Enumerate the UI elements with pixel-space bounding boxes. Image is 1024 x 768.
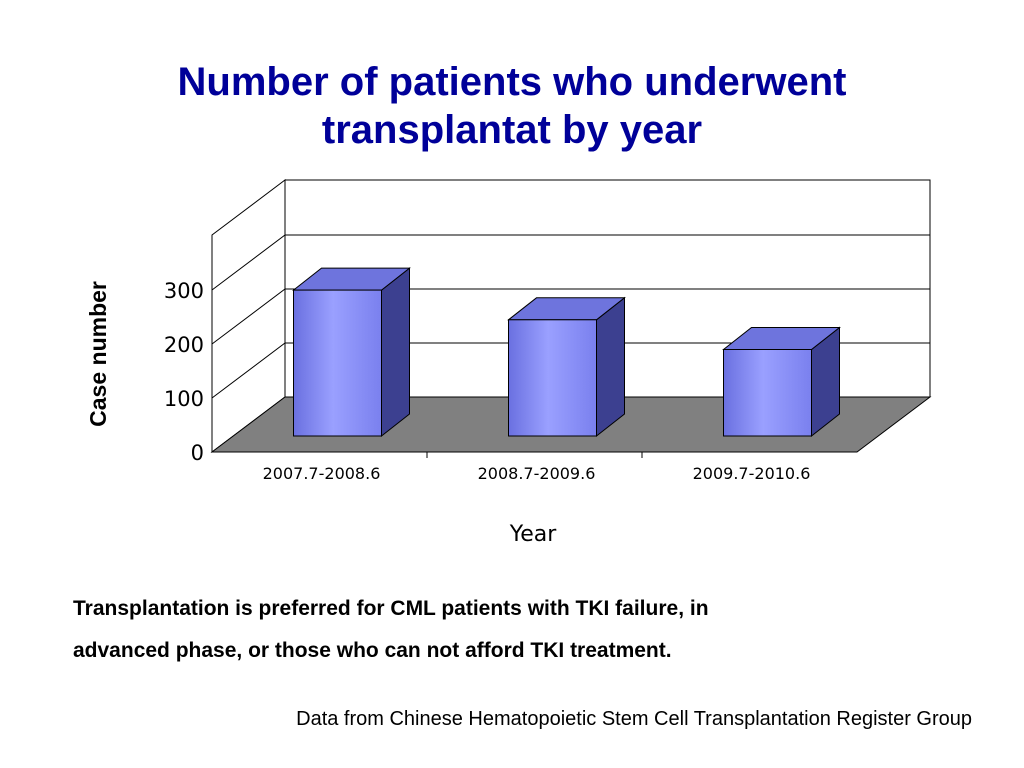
gridline — [211, 234, 930, 291]
y-tick-label: 0 — [191, 441, 204, 465]
slide-title-line-2: transplantat by year — [321, 108, 703, 152]
y-axis-title: Case number — [85, 281, 111, 427]
gridline — [211, 288, 930, 345]
chart-gridlines — [211, 234, 930, 399]
gridline — [211, 342, 930, 399]
y-tick-label: 200 — [164, 333, 204, 357]
y-tick-label: 100 — [164, 387, 204, 411]
bar-front — [508, 319, 597, 437]
x-tick-label: 2009.7-2010.6 — [693, 464, 811, 483]
bar-side — [381, 267, 410, 438]
bar-front — [293, 289, 382, 437]
bar-front — [723, 349, 812, 437]
bar-side — [596, 296, 625, 438]
note-line-1: Transplantation is preferred for CML pat… — [73, 597, 709, 620]
note-line-2: advanced phase, or those who can not aff… — [73, 639, 672, 662]
x-tick-label: 2007.7-2008.6 — [263, 464, 381, 483]
y-axis-ticks: 0 100 200 300 — [164, 279, 204, 465]
bar — [292, 267, 411, 438]
slide-title: Number of patients who underwent transpl… — [0, 58, 1024, 154]
y-tick-label: 300 — [164, 279, 204, 303]
chart-bars — [292, 267, 841, 438]
x-axis-title: Year — [509, 522, 558, 547]
slide-title-line-1: Number of patients who underwent — [177, 60, 847, 104]
bar — [507, 296, 626, 438]
slide-note: Transplantation is preferred for CML pat… — [73, 588, 973, 672]
data-source: Data from Chinese Hematopoietic Stem Cel… — [296, 708, 972, 730]
x-axis-ticks: 2007.7-2008.6 2008.7-2009.6 2009.7-2010.6 — [263, 452, 811, 483]
bar — [722, 326, 841, 438]
x-tick-label: 2008.7-2009.6 — [478, 464, 596, 483]
